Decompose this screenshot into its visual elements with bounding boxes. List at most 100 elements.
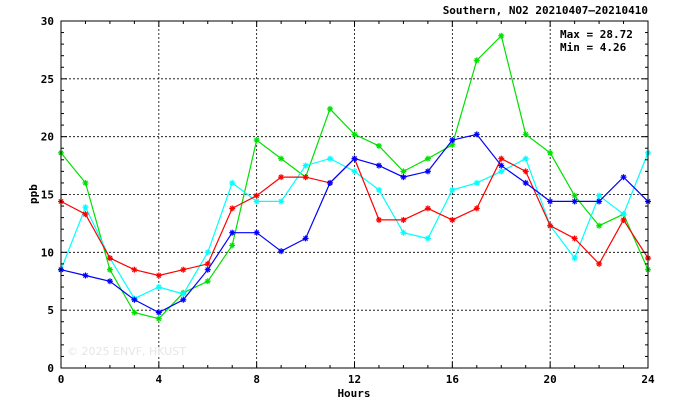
data-point-marker [302, 162, 309, 169]
y-tick-label: 25 [41, 73, 54, 86]
data-point-marker [424, 168, 431, 175]
data-point-marker [522, 168, 529, 175]
data-point-marker [449, 137, 456, 144]
data-point-marker [106, 278, 113, 285]
data-point-marker [424, 155, 431, 162]
data-point-marker [473, 205, 480, 212]
data-point-marker [204, 266, 211, 273]
data-point-marker [327, 105, 334, 112]
data-point-marker [229, 229, 236, 236]
data-point-marker [82, 179, 89, 186]
data-point-marker [253, 192, 260, 199]
data-point-marker [302, 174, 309, 181]
data-point-marker [204, 278, 211, 285]
data-point-marker [498, 168, 505, 175]
data-point-marker [155, 272, 162, 279]
x-tick-label: 8 [253, 373, 260, 386]
data-point-marker [522, 131, 529, 138]
data-point-marker [253, 229, 260, 236]
data-point-marker [571, 255, 578, 262]
data-point-marker [106, 266, 113, 273]
data-point-marker [327, 179, 334, 186]
data-point-marker [131, 309, 138, 316]
data-point-marker [547, 222, 554, 229]
data-point-marker [449, 216, 456, 223]
x-tick-label: 20 [544, 373, 557, 386]
data-point-marker [278, 155, 285, 162]
data-point-marker [596, 222, 603, 229]
x-tick-label: 0 [58, 373, 65, 386]
x-tick-label: 16 [446, 373, 460, 386]
data-point-marker [229, 242, 236, 249]
data-point-marker [155, 315, 162, 322]
data-point-marker [400, 216, 407, 223]
data-point-marker [596, 198, 603, 205]
data-point-marker [596, 260, 603, 267]
data-point-marker [473, 179, 480, 186]
data-point-marker [204, 249, 211, 256]
data-point-marker [498, 155, 505, 162]
data-point-marker [327, 155, 334, 162]
data-point-marker [620, 211, 627, 218]
y-tick-label: 20 [41, 131, 54, 144]
y-tick-label: 0 [47, 362, 54, 375]
data-point-marker [498, 32, 505, 39]
data-point-marker [180, 296, 187, 303]
data-point-marker [449, 141, 456, 148]
data-point-marker [449, 186, 456, 193]
data-point-marker [571, 192, 578, 199]
data-point-marker [424, 235, 431, 242]
data-point-marker [596, 192, 603, 199]
data-point-marker [400, 229, 407, 236]
y-tick-label: 30 [41, 15, 54, 28]
x-axis-title: Hours [337, 387, 370, 400]
data-point-marker [424, 205, 431, 212]
x-tick-label: 4 [156, 373, 163, 386]
data-point-marker [522, 155, 529, 162]
data-point-marker [155, 309, 162, 316]
data-point-marker [131, 266, 138, 273]
data-point-marker [375, 186, 382, 193]
y-tick-label: 15 [41, 189, 54, 202]
data-point-marker [473, 57, 480, 64]
y-tick-label: 10 [41, 246, 54, 259]
axis-ticks: 0 4 8 12 16 20 24 0 5 10 15 20 25 30 [41, 15, 655, 386]
data-point-marker [547, 198, 554, 205]
data-point-marker [229, 179, 236, 186]
data-point-marker [180, 290, 187, 297]
data-point-marker [106, 255, 113, 262]
data-point-marker [180, 266, 187, 273]
data-point-marker [571, 235, 578, 242]
data-point-marker [400, 174, 407, 181]
data-point-marker [229, 205, 236, 212]
x-tick-label: 24 [641, 373, 655, 386]
data-point-marker [278, 248, 285, 255]
data-point-marker [473, 131, 480, 138]
data-point-marker [278, 174, 285, 181]
data-point-marker [253, 137, 260, 144]
data-point-marker [375, 162, 382, 169]
data-point-marker [253, 198, 260, 205]
data-point-marker [204, 260, 211, 267]
data-point-marker [302, 235, 309, 242]
data-point-marker [620, 174, 627, 181]
data-point-marker [571, 198, 578, 205]
max-label: Max = 28.72 [560, 28, 633, 41]
data-point-marker [522, 179, 529, 186]
min-label: Min = 4.26 [560, 41, 627, 54]
data-point-marker [155, 284, 162, 291]
data-point-marker [375, 142, 382, 149]
data-point-marker [400, 168, 407, 175]
data-point-marker [82, 204, 89, 211]
y-axis-title: ppb [27, 184, 40, 204]
series-group [58, 32, 651, 322]
data-point-marker [82, 272, 89, 279]
data-point-marker [278, 198, 285, 205]
y-tick-label: 5 [47, 304, 54, 317]
data-point-marker [620, 216, 627, 223]
watermark-text: © 2025 ENVF, HKUST [67, 345, 186, 358]
data-point-marker [498, 162, 505, 169]
data-point-marker [351, 168, 358, 175]
chart-title: Southern, NO2 20210407–20210410 [443, 4, 648, 17]
data-point-marker [375, 216, 382, 223]
